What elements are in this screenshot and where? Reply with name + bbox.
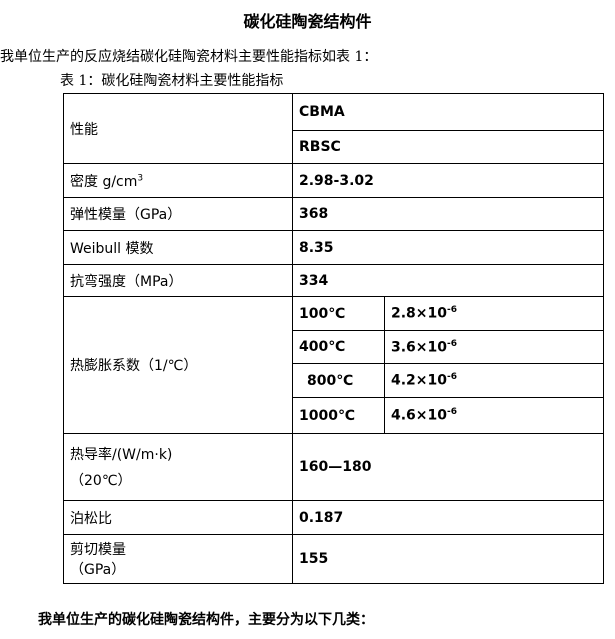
shear-label: 剪切模量 （GPa）	[63, 534, 293, 584]
cte-value-text: 2.8×10	[391, 305, 448, 322]
density-sup: 3	[137, 172, 144, 183]
elastic-value: 368	[292, 197, 604, 231]
outro-paragraph: 我单位生产的碳化硅陶瓷结构件，主要分为以下几类：	[38, 612, 374, 628]
cte-exp: -6	[447, 372, 458, 383]
thermal-label: 热导率/(W/m·k) （20℃）	[63, 433, 293, 501]
cte-value-text: 3.6×10	[391, 339, 448, 356]
shear-label-line1: 剪切模量	[70, 542, 126, 558]
table-row: 热导率/(W/m·k) （20℃） 160—180	[63, 433, 604, 501]
cte-exp: -6	[447, 338, 458, 349]
cte-temp: 1000℃	[292, 397, 385, 434]
table-row: 1000℃ 4.6×10-6	[64, 397, 604, 434]
cte-temp: 400℃	[292, 330, 385, 364]
table-row: 泊松比 0.187	[63, 500, 604, 535]
table-row: 剪切模量 （GPa） 155	[63, 534, 604, 584]
cte-value: 4.2×10-6	[384, 363, 604, 398]
table-caption: 表 1：碳化硅陶瓷材料主要性能指标	[60, 73, 284, 89]
cte-temp: 100℃	[292, 296, 385, 331]
shear-value: 155	[292, 534, 604, 584]
cte-value: 2.8×10-6	[384, 296, 604, 331]
table-row: Weibull 模数 8.35	[63, 230, 604, 265]
density-value: 2.98-3.02	[292, 163, 604, 198]
elastic-label: 弹性模量（GPa）	[63, 197, 293, 231]
cte-value-text: 4.6×10	[391, 407, 448, 424]
cte-value: 4.6×10-6	[384, 397, 604, 434]
cte-label: 热膨胀系数（1/℃）	[63, 296, 293, 434]
poisson-value: 0.187	[292, 500, 604, 535]
cte-exp: -6	[447, 407, 458, 418]
table-row: 抗弯强度（MPa） 334	[63, 264, 604, 297]
properties-table: 性能 CBMA RBSC 密度 g/cm3 2.98-3.02 弹性模量（GPa…	[63, 93, 604, 584]
thermal-label-line1: 热导率/(W/m·k)	[70, 447, 173, 463]
poisson-label: 泊松比	[63, 500, 293, 535]
density-label-text: 密度 g/cm	[70, 173, 138, 190]
shear-label-line2: （GPa）	[70, 562, 126, 578]
table-row: 弹性模量（GPa） 368	[63, 197, 604, 231]
intro-paragraph: 我单位生产的反应烧结碳化硅陶瓷材料主要性能指标如表 1：	[0, 49, 378, 65]
density-label: 密度 g/cm3	[63, 163, 293, 198]
flexural-label: 抗弯强度（MPa）	[63, 264, 293, 297]
header-value-rbsc: RBSC	[292, 130, 604, 164]
cte-temp: 800℃	[292, 363, 385, 398]
table-row: 性能 CBMA	[63, 93, 604, 164]
flexural-value: 334	[292, 264, 604, 297]
cte-exp: -6	[447, 305, 458, 316]
document-title: 碳化硅陶瓷结构件	[243, 12, 372, 31]
header-label: 性能	[63, 93, 293, 164]
weibull-label: Weibull 模数	[63, 230, 293, 265]
cte-value-text: 4.2×10	[391, 372, 448, 389]
table-row: 密度 g/cm3 2.98-3.02	[63, 163, 604, 198]
table-row: 800℃ 4.2×10-6	[64, 363, 604, 398]
header-value-cbma: CBMA	[292, 93, 604, 131]
cte-value: 3.6×10-6	[384, 330, 604, 364]
thermal-value: 160—180	[292, 433, 604, 501]
table-row: RBSC	[64, 130, 604, 164]
weibull-value: 8.35	[292, 230, 604, 265]
thermal-label-line2: （20℃）	[70, 473, 132, 489]
table-row: 热膨胀系数（1/℃） 100℃ 2.8×10-6	[63, 296, 604, 434]
